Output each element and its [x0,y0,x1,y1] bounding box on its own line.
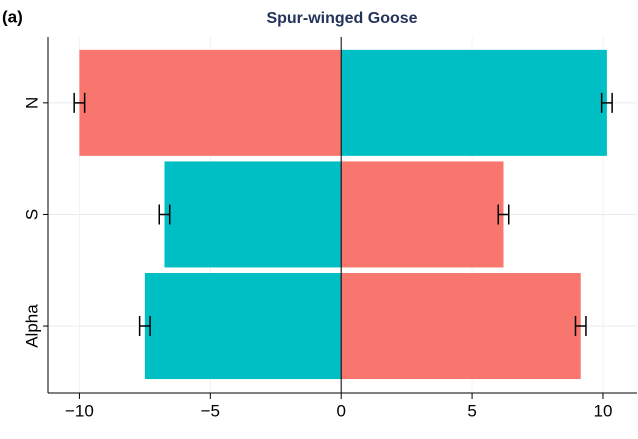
error-bar [497,204,510,225]
chart-title: Spur-winged Goose [266,10,417,27]
error-bar [73,92,86,113]
bar [144,273,342,380]
bar [164,161,342,268]
x-tick-label: 0 [336,401,345,420]
x-tick-label: 10 [594,401,613,420]
bar [79,49,342,156]
error-bar [158,204,171,225]
error-bar [574,316,587,337]
bar [341,161,504,268]
y-tick-label: S [22,209,41,220]
y-tick-label: N [22,97,41,109]
error-bar [600,92,613,113]
x-tick-label: −5 [201,401,220,420]
panel-label: (a) [2,7,23,26]
x-tick-label: 5 [467,401,476,420]
error-bar [138,316,151,337]
bar [341,273,581,380]
bar [341,49,607,156]
x-tick-label: −10 [65,401,94,420]
y-tick-label: Alpha [22,304,41,348]
